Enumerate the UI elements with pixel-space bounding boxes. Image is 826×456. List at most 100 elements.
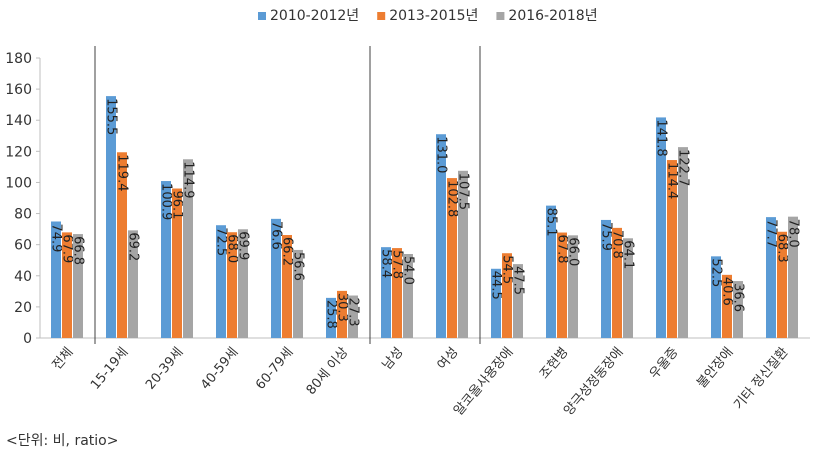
x-tick-label: 남성	[380, 345, 407, 373]
bar	[513, 264, 523, 338]
bar	[51, 221, 61, 338]
bar-value-label: 122.7	[676, 149, 691, 186]
y-tick-label: 40	[14, 269, 32, 285]
bar-value-label: 67.9	[60, 234, 75, 263]
x-tick-label: 기타 정신질환	[731, 345, 791, 413]
x-tick-label: 20-39세	[143, 345, 186, 393]
bar	[623, 238, 633, 338]
bar	[557, 232, 567, 338]
x-tick-label: 40-59세	[198, 345, 241, 393]
y-tick-label: 0	[23, 331, 32, 347]
bar-value-label: 40.6	[720, 277, 735, 306]
bar	[106, 96, 116, 338]
bar	[711, 256, 721, 338]
bar-value-label: 56.6	[291, 252, 306, 281]
legend-swatch	[258, 12, 266, 20]
bar	[766, 217, 776, 338]
x-tick-label: 우울증	[647, 345, 682, 382]
bar	[183, 159, 193, 338]
legend-swatch	[496, 12, 505, 20]
bar-value-label: 69.2	[126, 232, 141, 261]
legend-label: 2010-2012년	[270, 8, 359, 24]
bar-value-label: 57.8	[390, 250, 405, 279]
y-tick-label: 80	[14, 207, 32, 223]
y-tick-label: 160	[5, 82, 32, 98]
bar-value-label: 155.5	[104, 98, 119, 135]
bar-value-label: 119.4	[115, 154, 130, 191]
bar-value-label: 77.7	[764, 219, 779, 248]
bar-value-label: 67.8	[555, 235, 570, 264]
bar-value-label: 114.9	[181, 161, 196, 198]
bar	[161, 181, 171, 338]
y-tick-label: 60	[14, 238, 32, 254]
bar-value-label: 85.1	[544, 208, 559, 237]
bar	[436, 134, 446, 338]
bar	[392, 248, 402, 338]
bar	[348, 295, 358, 338]
bar	[216, 225, 226, 338]
bar-value-label: 102.8	[445, 180, 460, 217]
bar	[678, 147, 688, 338]
bar-value-label: 36.6	[731, 283, 746, 312]
bar	[777, 231, 787, 338]
bar-value-label: 44.5	[489, 271, 504, 300]
bar	[788, 216, 798, 338]
legend-label: 2016-2018년	[508, 8, 597, 24]
bar	[458, 170, 468, 338]
x-tick-label: 조현병	[537, 345, 572, 382]
bar-value-label: 52.5	[709, 258, 724, 287]
bar-value-label: 96.1	[170, 191, 185, 220]
y-tick-label: 180	[5, 51, 32, 67]
bar-value-label: 72.5	[214, 227, 229, 256]
bar-value-label: 25.8	[324, 300, 339, 329]
y-tick-label: 100	[5, 175, 32, 191]
bar-value-label: 74.9	[49, 223, 64, 252]
bar	[733, 281, 743, 338]
y-tick-label: 20	[14, 300, 32, 316]
bar	[73, 234, 83, 338]
bar-value-label: 131.0	[434, 136, 449, 173]
bar-value-label: 76.6	[269, 221, 284, 250]
legend-label: 2013-2015년	[389, 8, 478, 24]
bar	[568, 235, 578, 338]
bar	[656, 117, 666, 338]
bar-value-label: 54.0	[401, 256, 416, 285]
bar-value-label: 69.9	[236, 231, 251, 260]
bar	[447, 178, 457, 338]
bar-value-label: 68.0	[225, 234, 240, 263]
x-tick-label: 양극성정동장애	[561, 345, 626, 419]
x-tick-label: 전체	[50, 345, 77, 373]
bar-value-label: 68.3	[775, 234, 790, 263]
bar	[238, 229, 248, 338]
bar	[326, 297, 336, 338]
bar	[667, 160, 677, 338]
bar-value-label: 58.4	[379, 249, 394, 278]
bar-value-label: 141.8	[654, 119, 669, 156]
x-tick-label: 15-19세	[88, 345, 131, 393]
bar	[337, 290, 347, 338]
bar	[293, 249, 303, 338]
bar-value-label: 100.9	[159, 183, 174, 220]
bar	[62, 232, 72, 338]
legend: 2010-2012년 2013-2015년 2016-2018년	[258, 8, 598, 24]
bar	[271, 218, 281, 338]
bar	[612, 227, 622, 338]
bar	[546, 205, 556, 338]
bar-value-label: 75.9	[599, 222, 614, 251]
x-tick-label: 80세 이상	[304, 345, 352, 398]
bar-value-label: 114.4	[665, 162, 680, 199]
legend-swatch	[377, 12, 386, 20]
bar	[502, 253, 512, 338]
bar-value-label: 66.8	[71, 236, 86, 265]
bar	[491, 268, 501, 338]
x-tick-label: 알코올사용장애	[451, 345, 516, 419]
bar	[601, 219, 611, 338]
bar-value-label: 47.5	[511, 266, 526, 295]
bar	[117, 152, 127, 338]
unit-note: <단위: 비, ratio>	[6, 433, 119, 449]
bar-value-label: 78.0	[786, 219, 801, 248]
bar	[722, 274, 732, 338]
bar-value-label: 107.5	[456, 173, 471, 210]
bar-value-label: 27.3	[346, 298, 361, 327]
y-tick-label: 140	[5, 113, 32, 129]
